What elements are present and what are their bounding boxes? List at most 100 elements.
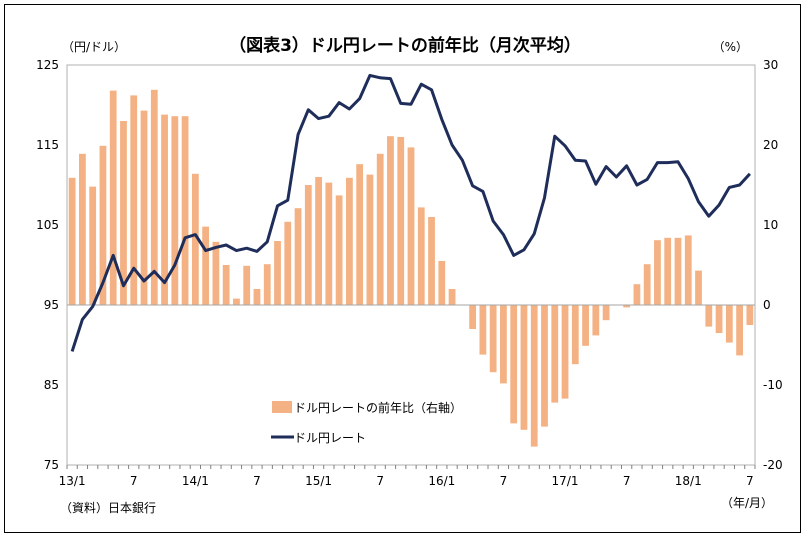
x-tick-label-1: 7 <box>130 474 138 488</box>
x-tick-label-0: 13/1 <box>59 474 86 488</box>
bar-5 <box>120 121 127 305</box>
right-tick-label-2: 0 <box>763 298 771 312</box>
bar-15 <box>222 265 230 305</box>
bar-46 <box>541 305 548 427</box>
bar-9 <box>161 114 168 305</box>
bar-29 <box>366 174 374 305</box>
bar-35 <box>428 217 435 305</box>
bar-0 <box>68 177 76 305</box>
bar-20 <box>274 241 281 305</box>
legend-line-label: ドル円レート <box>294 431 366 445</box>
bar-21 <box>284 221 292 305</box>
bar-1 <box>79 153 86 305</box>
bar-19 <box>263 264 271 305</box>
left-tick-label-1: 85 <box>44 378 59 392</box>
bar-27 <box>345 177 353 305</box>
bar-7 <box>140 110 148 305</box>
right-tick-label-0: -20 <box>763 458 783 472</box>
right-tick-label-5: 30 <box>763 58 778 72</box>
bar-60 <box>684 235 692 305</box>
legend-bar-swatch <box>272 401 292 413</box>
right-tick-label-4: 20 <box>763 138 778 152</box>
left-tick-label-0: 75 <box>44 458 59 472</box>
bar-57 <box>654 240 661 305</box>
bar-55 <box>633 284 641 305</box>
bar-56 <box>643 264 651 305</box>
bar-13 <box>202 226 210 305</box>
bar-39 <box>469 305 477 329</box>
bar-22 <box>294 208 302 305</box>
left-tick-label-3: 105 <box>36 218 59 232</box>
bar-47 <box>551 305 559 403</box>
x-tick-label-9: 7 <box>623 474 631 488</box>
bar-66 <box>746 305 754 325</box>
x-tick-label-4: 15/1 <box>305 474 332 488</box>
left-axis-unit: （円/ドル） <box>62 40 126 54</box>
left-tick-label-5: 125 <box>36 58 59 72</box>
bar-33 <box>407 147 415 305</box>
bar-2 <box>89 186 97 305</box>
bar-8 <box>150 89 158 305</box>
bar-18 <box>253 289 261 305</box>
x-tick-label-11: 7 <box>746 474 754 488</box>
bar-14 <box>212 241 220 305</box>
bar-4 <box>109 90 117 305</box>
bar-54 <box>623 305 631 308</box>
bar-50 <box>582 305 589 346</box>
bar-62 <box>705 305 713 327</box>
bar-12 <box>191 173 199 305</box>
x-tick-label-2: 14/1 <box>182 474 209 488</box>
bar-59 <box>674 237 682 305</box>
right-tick-label-1: -10 <box>763 378 783 392</box>
bar-10 <box>171 116 179 305</box>
bar-30 <box>376 153 384 305</box>
legend-bar-label: ドル円レートの前年比（右軸） <box>294 400 462 415</box>
x-tick-label-5: 7 <box>376 474 384 488</box>
bar-48 <box>561 305 569 399</box>
bar-40 <box>479 305 487 355</box>
left-tick-label-4: 115 <box>36 138 59 152</box>
bar-6 <box>130 95 138 306</box>
bar-58 <box>664 237 672 305</box>
line-series-rate <box>70 73 751 352</box>
right-axis-unit: （%） <box>713 40 748 54</box>
bar-41 <box>489 305 497 373</box>
legend: ドル円レートの前年比（右軸） ドル円レート <box>271 400 462 445</box>
x-tick-label-8: 17/1 <box>552 474 579 488</box>
chart-title: （図表3）ドル円レートの前年比（月次平均） <box>229 35 581 56</box>
left-tick-label-2: 95 <box>44 298 59 312</box>
x-axis-unit: （年/月） <box>721 496 773 510</box>
x-tick-label-7: 7 <box>500 474 508 488</box>
left-y-ticks: 75 85 95 105 115 125 <box>36 58 59 472</box>
bar-11 <box>181 116 189 305</box>
x-axis-ticks: 13/1 7 14/1 7 15/1 7 16/1 7 17/1 7 18/1 7 <box>59 465 756 488</box>
right-y-ticks: -20 -10 0 10 20 30 <box>763 58 783 472</box>
bar-49 <box>571 305 579 365</box>
bar-series-group <box>68 89 754 447</box>
bar-45 <box>530 305 538 447</box>
right-tick-label-3: 10 <box>763 218 778 232</box>
bar-25 <box>325 182 333 305</box>
bar-65 <box>736 305 743 356</box>
bar-24 <box>315 177 322 305</box>
bar-43 <box>510 305 518 424</box>
bar-52 <box>602 305 610 321</box>
bar-28 <box>356 164 364 305</box>
bar-3 <box>99 145 107 305</box>
source-note: （資料）日本銀行 <box>60 501 156 515</box>
x-tick-label-3: 7 <box>253 474 261 488</box>
bar-34 <box>417 207 425 305</box>
bar-26 <box>335 195 343 305</box>
bar-37 <box>448 289 456 305</box>
bar-32 <box>397 137 405 305</box>
bar-44 <box>520 305 528 430</box>
bar-63 <box>715 305 723 333</box>
x-tick-label-10: 18/1 <box>675 474 702 488</box>
bar-51 <box>592 305 600 336</box>
bar-31 <box>387 136 394 305</box>
bar-61 <box>695 270 702 305</box>
x-tick-label-6: 16/1 <box>428 474 455 488</box>
bar-36 <box>438 261 446 305</box>
bar-64 <box>725 305 733 343</box>
